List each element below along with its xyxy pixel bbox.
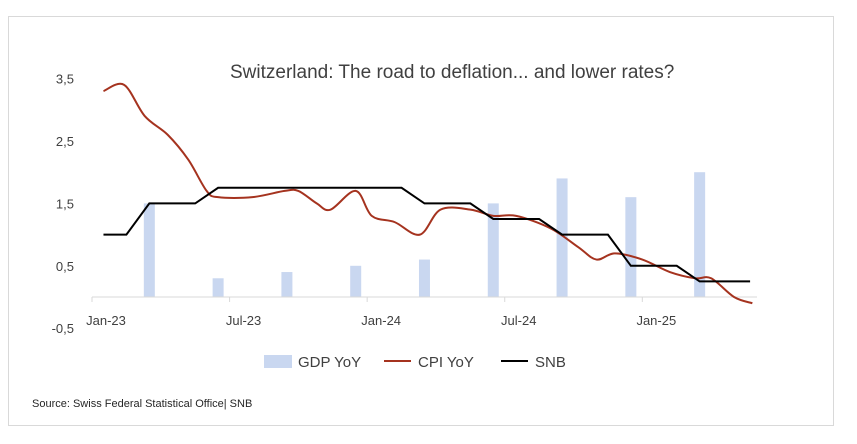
gdp-bar xyxy=(143,203,155,297)
x-tick-label: Jan-24 xyxy=(361,313,401,328)
gdp-bar xyxy=(625,197,637,297)
chart-title: Switzerland: The road to deflation... an… xyxy=(230,62,675,83)
x-tick-label: Jul-24 xyxy=(501,313,536,328)
gdp-bar xyxy=(694,172,706,297)
gdp-bar xyxy=(556,178,568,297)
gdp-bar xyxy=(281,272,293,297)
gdp-bar xyxy=(418,259,430,297)
gdp-bar xyxy=(487,203,499,297)
legend-label-cpi: CPI YoY xyxy=(418,354,474,371)
y-tick-label: 2,5 xyxy=(56,134,74,149)
chart-frame xyxy=(8,16,834,426)
snb-line xyxy=(103,186,751,283)
gdp-bars xyxy=(143,172,706,297)
x-tick-label: Jan-23 xyxy=(86,313,126,328)
x-axis-ticks: Jan-23 Jul-23 Jan-24 Jul-24 Jan-25 xyxy=(86,297,676,328)
cpi-yoy-line xyxy=(103,82,753,305)
legend-label-snb: SNB xyxy=(535,354,566,371)
gdp-bar xyxy=(350,265,362,297)
legend-label-gdp: GDP YoY xyxy=(298,354,361,371)
legend-swatch-gdp xyxy=(264,355,292,368)
y-tick-label: 0,5 xyxy=(56,259,74,274)
x-tick-label: Jul-23 xyxy=(226,313,261,328)
source-note: Source: Swiss Federal Statistical Office… xyxy=(32,398,253,410)
y-axis-ticks: -0,5 0,5 1,5 2,5 3,5 xyxy=(52,72,74,337)
gdp-bar xyxy=(212,278,224,297)
x-tick-label: Jan-25 xyxy=(636,313,676,328)
y-tick-label: 3,5 xyxy=(56,72,74,87)
y-tick-label: -0,5 xyxy=(52,321,74,336)
legend: GDP YoY CPI YoY SNB xyxy=(264,354,566,371)
y-tick-label: 1,5 xyxy=(56,196,74,211)
